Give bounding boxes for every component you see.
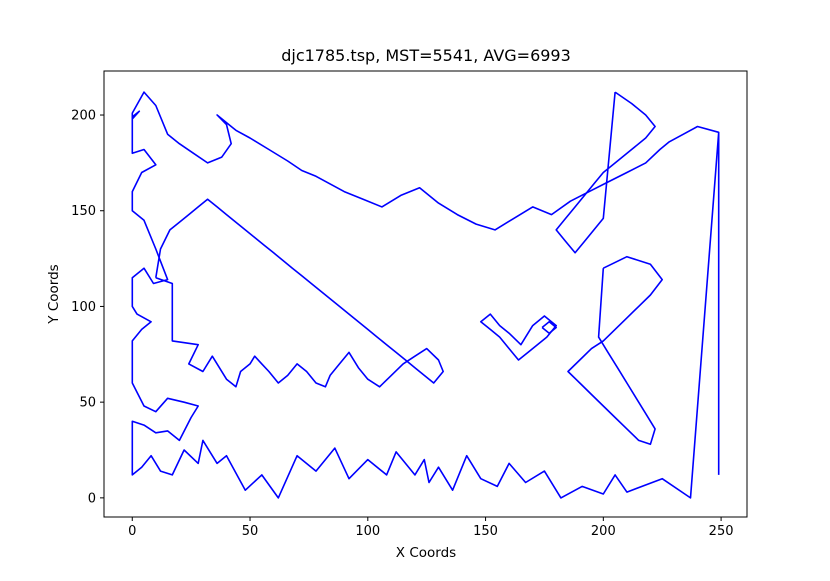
y-tick-label: 150 bbox=[71, 204, 96, 219]
x-axis-title: X Coords bbox=[396, 545, 456, 561]
x-tick-label: 250 bbox=[709, 524, 734, 539]
y-tick-label: 100 bbox=[71, 300, 96, 315]
y-tick-label: 0 bbox=[88, 491, 96, 506]
tour-path-5 bbox=[555, 91, 656, 254]
x-tick-label: 150 bbox=[473, 524, 498, 539]
x-tick-label: 50 bbox=[242, 524, 259, 539]
x-tick-label: 0 bbox=[128, 524, 136, 539]
x-axis: 0 50 100 150 200 250 bbox=[128, 517, 734, 539]
tour-path-2 bbox=[479, 313, 558, 361]
y-tick-label: 200 bbox=[71, 109, 96, 124]
tour-path-3 bbox=[541, 320, 558, 335]
tour-path-0 bbox=[131, 91, 720, 499]
x-tick-label: 100 bbox=[355, 524, 380, 539]
plot-area bbox=[131, 91, 720, 499]
y-axis: 0 50 100 150 200 bbox=[71, 109, 104, 506]
tour-path-4 bbox=[567, 255, 664, 446]
tour-path-1 bbox=[155, 198, 445, 388]
chart-title: djc1785.tsp, MST=5541, AVG=6993 bbox=[281, 46, 571, 65]
y-axis-title: Y Coords bbox=[46, 264, 62, 324]
plot-frame bbox=[103, 70, 748, 518]
x-tick-label: 200 bbox=[591, 524, 616, 539]
y-tick-label: 50 bbox=[79, 396, 96, 411]
